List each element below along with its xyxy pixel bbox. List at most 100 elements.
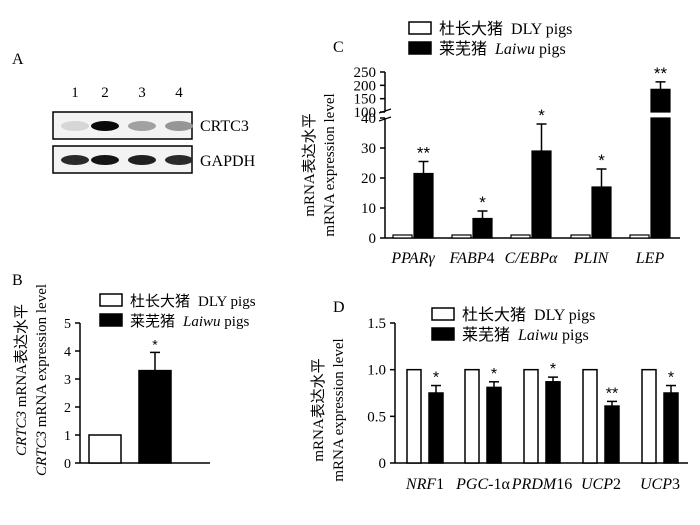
xtick-label-c-5: LEP xyxy=(635,250,665,267)
xtick-label-c-1: PPARγ xyxy=(390,250,435,267)
legend-laiwu-en-rest: pigs xyxy=(221,314,250,330)
ytick-label-d: 0 xyxy=(379,456,387,472)
legend-label-dly: 杜长大猪 DLY pigs xyxy=(130,293,256,310)
ytick-label-c: 20 xyxy=(361,171,376,187)
ytick-label-c: 40 xyxy=(361,111,376,127)
blot-band-4 xyxy=(165,121,193,131)
legend-label-laiwu: 莱芜猪 Laiwu pigs xyxy=(462,326,589,344)
panel-c-ylabel-en: mRNA expression level xyxy=(322,93,338,236)
panel-a: A 1 2 3 4 CRTC3 GAPDH xyxy=(12,51,256,174)
panel-b-ylabel-en: CRTC3 mRNA expression level xyxy=(34,284,50,476)
xtick-label-c-italic: C/EBPα xyxy=(505,250,558,267)
blot-crtc3-label: CRTC3 xyxy=(200,118,249,135)
panel-b-letter: B xyxy=(12,272,23,289)
panel-c-letter: C xyxy=(333,39,344,56)
xtick-label-c-italic: PLIN xyxy=(573,250,610,267)
legend-laiwu-cn: 莱芜猪 xyxy=(130,313,175,330)
lane-label-2: 2 xyxy=(101,85,109,101)
legend-b: 杜长大猪 DLY pigs 莱芜猪 Laiwu pigs xyxy=(99,293,256,330)
legend-dly-en: DLY pigs xyxy=(198,294,256,310)
legend-label-dly: 杜长大猪 DLY pigs xyxy=(462,306,595,324)
sig-d-3: * xyxy=(550,361,556,378)
ytick-label-c: 10 xyxy=(361,201,376,217)
bar-b-1 xyxy=(88,434,122,464)
panel-d: D mRNA表达水平 mRNA expression level 杜长大猪 DLY… xyxy=(310,299,688,493)
legend-swatch-dly xyxy=(99,293,123,307)
panel-c-ylabel-cn: mRNA表达水平 xyxy=(301,113,318,216)
legend-dly-en: DLY pigs xyxy=(511,21,572,38)
xtick-label-d-rest: 16 xyxy=(556,476,572,493)
ytick-label-c: 250 xyxy=(354,65,377,81)
sig-c-4: * xyxy=(598,151,605,170)
blot-crtc3-bands xyxy=(61,121,193,131)
ytick-label-b: 4 xyxy=(64,345,71,360)
lane-label-3: 3 xyxy=(138,85,146,101)
xtick-label-c-rest: 4 xyxy=(487,250,495,267)
xtick-label-d-italic: NRF xyxy=(405,476,436,493)
panel-a-letter: A xyxy=(12,51,24,68)
legend-label-laiwu: 莱芜猪 Laiwu pigs xyxy=(130,313,249,330)
xtick-label-d-4: UCP2 xyxy=(581,476,621,493)
xtick-label-d-italic: UCP xyxy=(640,476,672,493)
panel-b-ylabel-cn: CRTC3 mRNA表达水平 xyxy=(13,304,30,456)
bar-c-laiwu-upper-5 xyxy=(650,88,671,113)
bar-d-dly-4 xyxy=(582,368,598,464)
legend-laiwu-cn: 莱芜猪 xyxy=(439,40,487,58)
legend-label-dly: 杜长大猪 DLY pigs xyxy=(439,20,572,38)
sig-b-2: * xyxy=(152,336,158,352)
panel-d-letter: D xyxy=(333,299,345,316)
sig-c-3: * xyxy=(538,106,545,125)
ytick-label-d: 1.0 xyxy=(367,363,386,379)
bar-d-laiwu-2 xyxy=(486,386,502,464)
xtick-label-d-3: PRDM16 xyxy=(511,476,572,493)
blot-gapdh-bands xyxy=(61,155,193,165)
legend-d: 杜长大猪 DLY pigs 莱芜猪 Laiwu pigs xyxy=(431,306,595,344)
legend-laiwu-en-rest: pigs xyxy=(558,327,589,344)
xtick-label-d-1: NRF1 xyxy=(405,476,444,493)
bar-c-dly-3 xyxy=(510,234,531,239)
ytick-label-b: 3 xyxy=(64,373,71,388)
bar-c-laiwu-1 xyxy=(413,172,434,239)
legend-laiwu-cn: 莱芜猪 xyxy=(462,326,510,344)
lane-label-4: 4 xyxy=(175,85,183,101)
ytick-label-c: 100 xyxy=(354,105,377,121)
xtick-label-c-3: C/EBPα xyxy=(505,250,558,267)
bar-c-dly-5 xyxy=(629,234,650,239)
panel-d-ylabel-cn: mRNA表达水平 xyxy=(310,358,327,461)
legend-laiwu-en-italic: Laiwu xyxy=(494,41,535,58)
bar-d-laiwu-1 xyxy=(428,392,444,464)
legend-dly-cn: 杜长大猪 xyxy=(439,20,503,38)
blot-band-4 xyxy=(165,155,193,165)
sig-d-1: * xyxy=(433,370,439,387)
xtick-label-d-rest: 2 xyxy=(613,476,621,493)
bar-b-2 xyxy=(138,369,172,464)
legend-laiwu-en-italic: Laiwu xyxy=(182,314,221,330)
legend-c: 杜长大猪 DLY pigs 莱芜猪 Laiwu pigs xyxy=(408,20,572,58)
legend-swatch-laiwu xyxy=(99,313,123,327)
ytick-label-d: 1.5 xyxy=(367,316,386,332)
xtick-label-c-italic: PPARγ xyxy=(390,250,435,267)
blot-band-2 xyxy=(91,121,119,131)
bar-d-laiwu-4 xyxy=(604,405,620,464)
legend-swatch-dly xyxy=(431,307,455,321)
sig-d-2: * xyxy=(491,366,497,383)
blot-band-3 xyxy=(128,155,156,165)
panel-b: B CRTC3 mRNA表达水平 CRTC3 mRNA expression l… xyxy=(12,272,256,476)
xtick-label-c-italic: FABP xyxy=(448,250,486,267)
bar-c-dly-2 xyxy=(451,234,472,239)
xtick-label-c-4: PLIN xyxy=(573,250,610,267)
blot-gapdh-label: GAPDH xyxy=(200,153,256,170)
sig-d-4: ** xyxy=(606,385,618,402)
bar-d-dly-1 xyxy=(406,368,422,464)
legend-dly-cn: 杜长大猪 xyxy=(462,306,526,324)
legend-label-laiwu: 莱芜猪 Laiwu pigs xyxy=(439,40,566,58)
xtick-label-d-italic: PRDM xyxy=(511,476,558,493)
ytick-label-c: 150 xyxy=(354,92,377,108)
bar-c-dly-4 xyxy=(570,234,591,239)
xtick-label-d-italic: PGC xyxy=(455,476,488,493)
ytick-label-b: 1 xyxy=(64,429,71,444)
xtick-label-c-italic: LEP xyxy=(635,250,665,267)
legend-swatch-laiwu xyxy=(408,41,432,55)
ytick-label-d: 0.5 xyxy=(367,409,386,425)
